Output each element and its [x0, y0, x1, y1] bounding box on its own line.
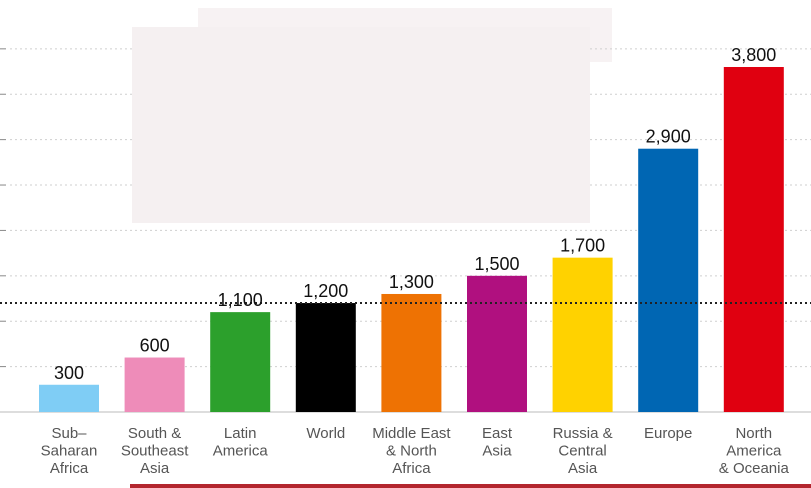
value-label: 300 — [54, 363, 84, 383]
bar — [381, 293, 442, 412]
bar — [638, 148, 699, 413]
bar — [295, 303, 356, 412]
value-label: 1,500 — [474, 254, 519, 274]
value-label: 1,200 — [303, 281, 348, 301]
bar — [723, 67, 784, 412]
bar — [552, 257, 613, 412]
value-label: 3,800 — [731, 45, 776, 65]
value-labels: 300 600 1,100 1,200 1,300 1,500 1,700 2,900 3,80… — [54, 45, 776, 383]
bar — [39, 384, 99, 412]
value-label: 1,300 — [389, 272, 434, 292]
category-label: Middle East & North Africa — [372, 425, 451, 477]
category-label: World — [306, 425, 345, 442]
bars — [39, 67, 784, 413]
category-label: East Asia — [482, 425, 513, 460]
category-labels: Sub– Saharan Africa South & Southeast Asia Lat… — [41, 425, 790, 477]
value-label: 2,900 — [646, 127, 691, 147]
overlay-box-main — [132, 27, 590, 223]
category-label: Russia & Central Asia — [553, 425, 613, 477]
bar — [124, 357, 185, 412]
bottom-rule — [130, 484, 811, 488]
category-label: Latin America — [213, 425, 269, 460]
category-label: North America & Oceania — [719, 425, 790, 477]
value-label: 1,700 — [560, 236, 605, 256]
value-label: 1,100 — [218, 290, 263, 310]
category-label: Sub– Saharan Africa — [41, 425, 98, 477]
category-label: South & Southeast Asia — [121, 425, 189, 477]
bar — [210, 312, 271, 412]
value-label: 600 — [140, 336, 170, 356]
category-label: Europe — [644, 425, 692, 442]
bar — [467, 275, 527, 412]
